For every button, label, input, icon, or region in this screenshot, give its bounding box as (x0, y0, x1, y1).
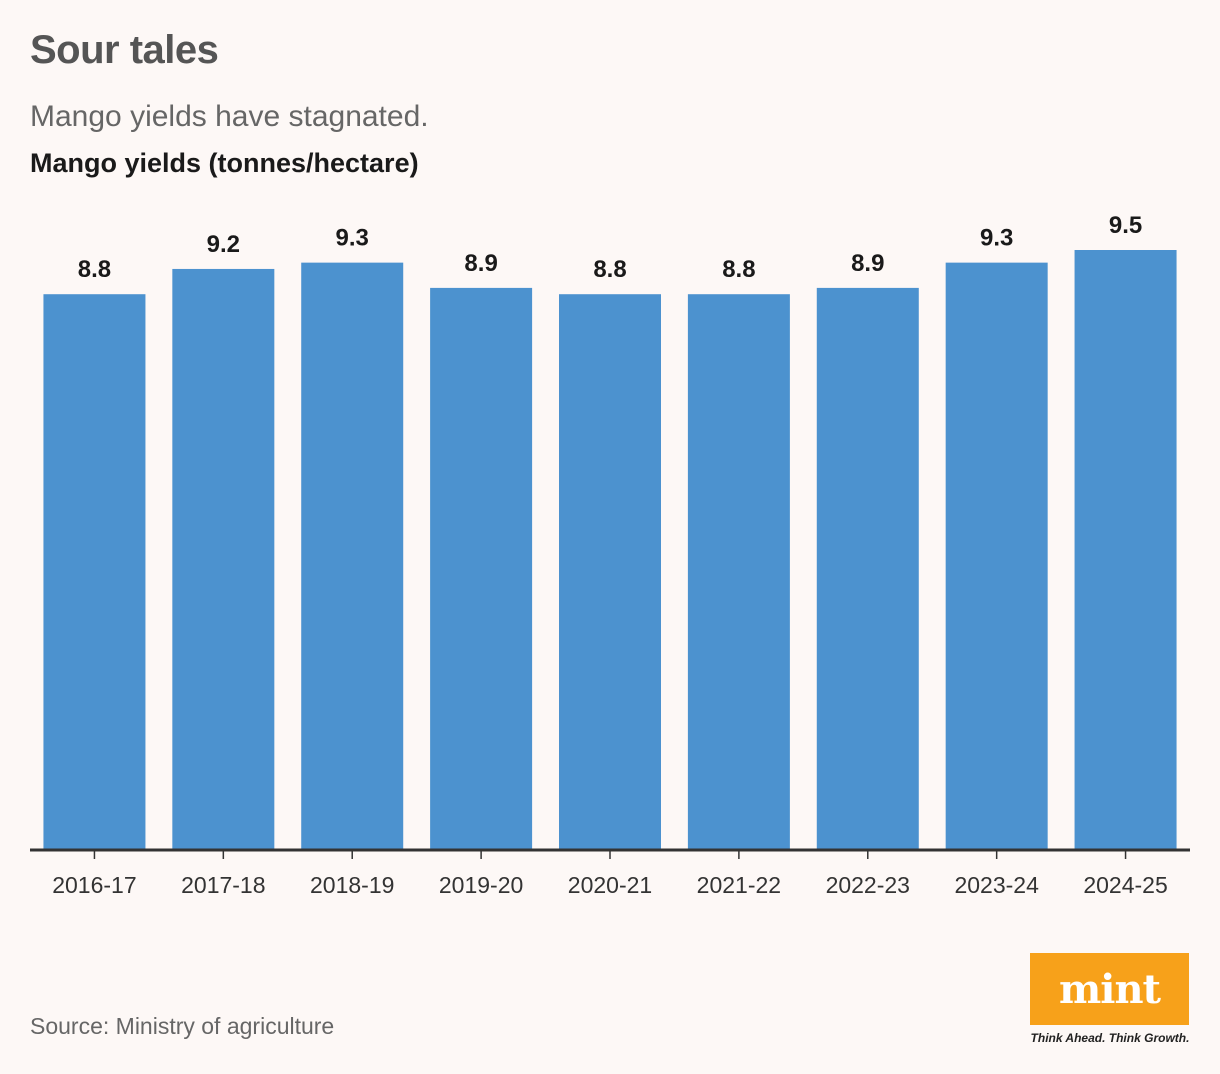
bar (430, 287, 533, 850)
bar-value-label: 9.5 (1109, 212, 1142, 239)
x-tick-label: 2021-22 (697, 872, 781, 898)
bar (687, 294, 790, 850)
chart-title: Sour tales (30, 28, 219, 72)
x-tick-label: 2018-19 (310, 872, 394, 898)
x-tick-label: 2024-25 (1083, 872, 1167, 898)
source-note: Source: Ministry of agriculture (30, 1013, 335, 1039)
bar (816, 287, 919, 850)
bar-value-label: 9.3 (980, 225, 1013, 252)
x-tick-label: 2023-24 (954, 872, 1039, 898)
x-tick-label: 2016-17 (52, 872, 136, 898)
bar-value-label: 8.8 (593, 256, 626, 283)
mint-logo: mint (1030, 953, 1189, 1025)
chart-value-label: Mango yields (tonnes/hectare) (30, 148, 419, 178)
bar-value-label: 9.3 (336, 225, 369, 252)
bar-value-label: 8.8 (78, 256, 111, 283)
x-tick-label: 2022-23 (826, 872, 910, 898)
bar-value-label: 9.2 (207, 231, 240, 258)
bar (559, 294, 661, 850)
bar (43, 294, 146, 850)
bar (172, 268, 275, 850)
bar-value-label: 8.8 (722, 256, 755, 283)
chart-subtitle: Mango yields have stagnated. (30, 100, 429, 133)
bar (1074, 250, 1177, 850)
mint-logo-text: mint (1058, 965, 1161, 1013)
bar (945, 262, 1048, 850)
bar-value-label: 8.9 (851, 250, 884, 277)
logo-tagline: Think Ahead. Think Growth. (1030, 1031, 1190, 1045)
x-tick-label: 2017-18 (181, 872, 265, 898)
x-tick-label: 2020-21 (568, 872, 652, 898)
x-tick-label: 2019-20 (439, 872, 523, 898)
bar-value-label: 8.9 (464, 250, 497, 277)
bar (301, 262, 404, 850)
